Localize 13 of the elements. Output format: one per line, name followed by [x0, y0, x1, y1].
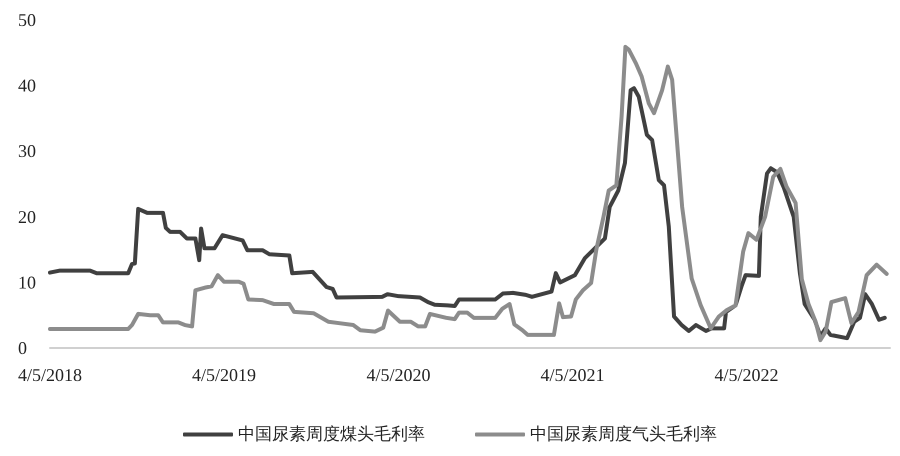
legend-label: 中国尿素周度气头毛利率: [530, 424, 717, 444]
y-tick-label: 50: [18, 10, 36, 30]
y-tick-label: 10: [18, 272, 36, 292]
legend-label: 中国尿素周度煤头毛利率: [238, 424, 425, 444]
x-tick-label: 4/5/2020: [366, 365, 430, 385]
y-tick-label: 40: [18, 76, 36, 96]
x-tick-label: 4/5/2018: [18, 365, 82, 385]
x-tick-label: 4/5/2021: [540, 365, 605, 385]
y-tick-label: 20: [18, 206, 36, 227]
x-tick-label: 4/5/2022: [714, 365, 779, 385]
y-tick-label: 0: [18, 338, 27, 358]
y-tick-label: 30: [18, 141, 36, 162]
x-tick-label: 4/5/2019: [192, 365, 256, 385]
